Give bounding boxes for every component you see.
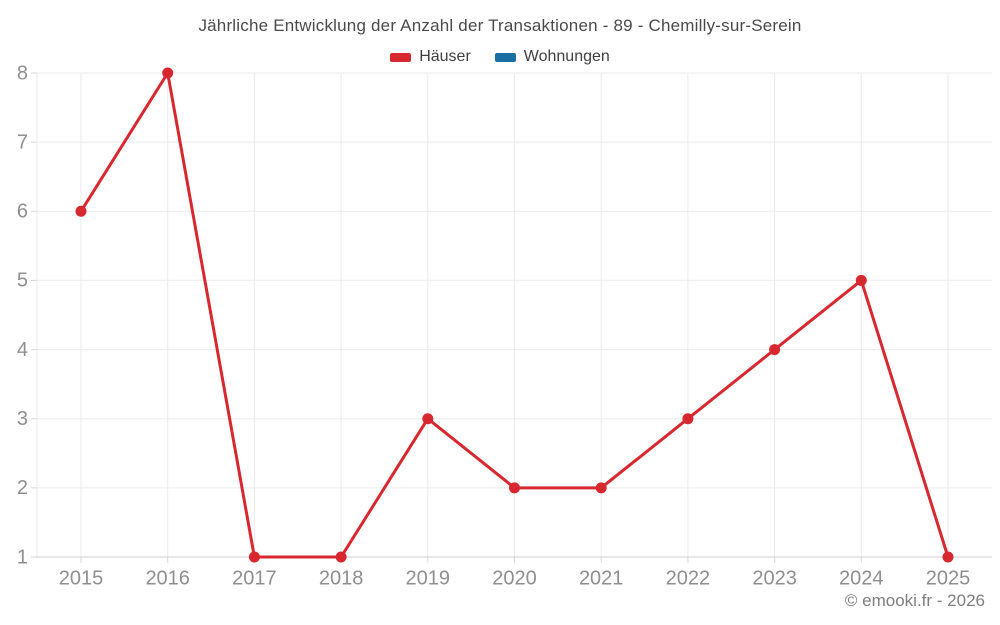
y-tick-label: 5	[17, 270, 28, 292]
data-point[interactable]	[769, 344, 781, 356]
y-tick-label: 6	[17, 201, 28, 223]
chart-legend: Häuser Wohnungen	[0, 46, 1000, 68]
y-tick-label: 7	[17, 131, 28, 153]
data-point[interactable]	[682, 413, 694, 425]
data-point[interactable]	[595, 482, 607, 494]
footer-credit: © emooki.fr - 2026	[844, 591, 985, 610]
data-point[interactable]	[509, 482, 520, 494]
x-tick-label: 2025	[926, 567, 971, 589]
y-tick-label: 2	[17, 477, 28, 499]
x-tick-label: 2021	[579, 567, 624, 589]
y-tick-label: 8	[17, 62, 28, 84]
y-tick-label: 3	[17, 408, 28, 430]
legend-swatch-haeuser-icon	[390, 52, 412, 62]
x-tick-label: 2015	[59, 567, 104, 589]
y-tick-label: 4	[17, 339, 28, 361]
x-tick-label: 2017	[232, 567, 277, 589]
data-point[interactable]	[162, 67, 174, 79]
legend-label-haeuser: Häuser	[419, 48, 471, 65]
legend-item-wohnungen[interactable]: Wohnungen	[494, 48, 610, 66]
y-tick-label: 1	[17, 546, 28, 568]
data-point[interactable]	[335, 551, 347, 563]
legend-item-haeuser[interactable]: Häuser	[390, 48, 471, 66]
legend-swatch-rect	[494, 52, 516, 62]
x-tick-label: 2016	[145, 567, 190, 589]
x-tick-label: 2020	[492, 567, 537, 589]
data-point[interactable]	[855, 274, 867, 286]
x-tick-label: 2019	[406, 567, 451, 589]
x-tick-label: 2023	[752, 567, 797, 589]
data-point[interactable]	[248, 551, 260, 563]
legend-swatch-wohnungen-icon	[494, 52, 516, 62]
data-point[interactable]	[422, 413, 434, 425]
x-tick-label: 2018	[319, 567, 364, 589]
legend-swatch-rect	[390, 52, 412, 62]
x-tick-label: 2024	[839, 567, 884, 589]
data-point[interactable]	[75, 205, 87, 217]
data-point[interactable]	[942, 551, 954, 563]
x-tick-label: 2022	[666, 567, 711, 589]
chart-title: Jährliche Entwicklung der Anzahl der Tra…	[198, 16, 802, 35]
legend-label-wohnungen: Wohnungen	[523, 48, 610, 65]
